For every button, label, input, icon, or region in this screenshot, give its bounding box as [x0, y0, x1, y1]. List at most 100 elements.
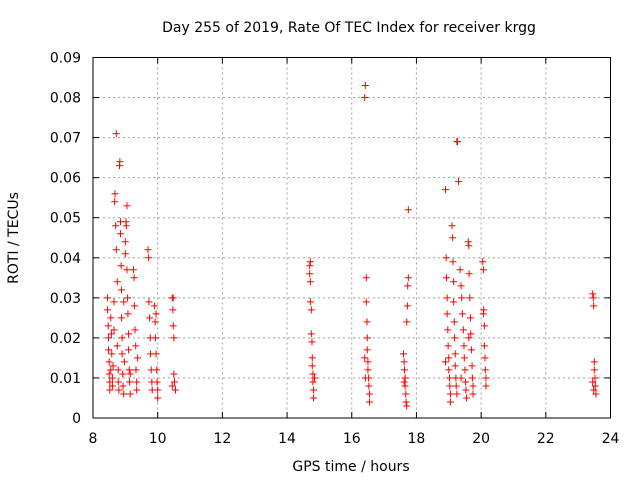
data-point	[309, 370, 317, 378]
y-tick-label: 0.09	[50, 51, 81, 67]
data-point	[117, 286, 125, 294]
data-point	[443, 274, 451, 282]
x-axis-label: GPS time / hours	[292, 459, 409, 475]
data-point	[481, 366, 489, 374]
data-point	[168, 382, 176, 390]
data-point	[154, 386, 162, 394]
data-point	[366, 390, 374, 398]
data-point	[446, 382, 454, 390]
data-point	[453, 390, 461, 398]
data-point	[361, 354, 369, 362]
data-point	[309, 378, 317, 386]
data-point	[106, 386, 114, 394]
data-point	[465, 334, 473, 342]
y-tick-label: 0.08	[50, 91, 81, 107]
x-tick-label: 14	[278, 431, 296, 447]
data-point	[152, 310, 160, 318]
data-point	[457, 374, 465, 382]
y-tick-label: 0.03	[50, 291, 81, 307]
data-point	[460, 342, 468, 350]
data-point	[108, 350, 116, 358]
data-point	[116, 158, 124, 166]
data-point	[121, 250, 129, 258]
data-point	[461, 366, 469, 374]
data-point	[121, 238, 129, 246]
y-tick-labels: 0 0.01 0.02 0.03 0.04 0.05 0.06 0.07 0.08 0.09	[50, 51, 81, 428]
data-point	[464, 238, 472, 246]
data-point	[307, 330, 315, 338]
data-point	[482, 382, 490, 390]
data-point	[463, 394, 471, 402]
data-point	[590, 358, 598, 366]
data-point	[131, 326, 139, 334]
data-point	[469, 390, 477, 398]
y-tick-label: 0.06	[50, 171, 81, 187]
data-point	[450, 278, 458, 286]
data-point	[123, 266, 131, 274]
data-point	[442, 358, 450, 366]
data-point	[444, 342, 452, 350]
data-point	[169, 306, 177, 314]
data-point	[442, 254, 450, 262]
data-point	[444, 326, 452, 334]
data-point	[119, 382, 127, 390]
data-point	[361, 374, 369, 382]
data-point	[171, 386, 179, 394]
x-tick-label: 12	[213, 431, 231, 447]
data-point	[310, 386, 318, 394]
data-point	[105, 370, 113, 378]
data-point	[306, 258, 314, 266]
data-point	[402, 398, 410, 406]
data-point	[144, 246, 152, 254]
data-point	[592, 390, 600, 398]
data-point	[362, 298, 370, 306]
data-point	[133, 378, 141, 386]
data-point	[458, 294, 466, 302]
data-point	[112, 222, 120, 230]
data-point	[151, 318, 159, 326]
data-point	[308, 338, 316, 346]
data-point	[400, 378, 408, 386]
data-point	[107, 330, 115, 338]
data-point	[467, 330, 475, 338]
data-point	[462, 378, 470, 386]
data-point	[153, 366, 161, 374]
data-point	[480, 322, 488, 330]
data-point	[400, 358, 408, 366]
data-point	[446, 390, 454, 398]
data-point	[115, 386, 123, 394]
data-point	[448, 222, 456, 230]
data-point	[125, 346, 133, 354]
data-point	[443, 294, 451, 302]
data-point	[404, 206, 412, 214]
data-point	[590, 386, 598, 394]
data-point	[589, 290, 597, 298]
data-point	[362, 274, 370, 282]
y-tick-label: 0.02	[50, 331, 81, 347]
data-point	[306, 262, 314, 270]
x-tick-label: 8	[89, 431, 98, 447]
data-point	[306, 298, 314, 306]
data-point	[124, 294, 132, 302]
data-point	[449, 234, 457, 242]
data-point	[459, 326, 467, 334]
data-point	[400, 366, 408, 374]
data-point	[116, 230, 124, 238]
data-point	[365, 382, 373, 390]
data-point	[112, 246, 120, 254]
data-point	[481, 354, 489, 362]
data-point	[450, 318, 458, 326]
data-point	[451, 362, 459, 370]
data-point	[445, 366, 453, 374]
data-point	[468, 374, 476, 382]
data-point	[401, 382, 409, 390]
y-axis-label: ROTI / TECUs	[6, 192, 22, 284]
x-tick-label: 22	[537, 431, 555, 447]
data-point	[108, 382, 116, 390]
data-point	[134, 354, 142, 362]
data-point	[104, 322, 112, 330]
data-point	[404, 274, 412, 282]
data-point	[129, 266, 137, 274]
data-point	[401, 374, 409, 382]
